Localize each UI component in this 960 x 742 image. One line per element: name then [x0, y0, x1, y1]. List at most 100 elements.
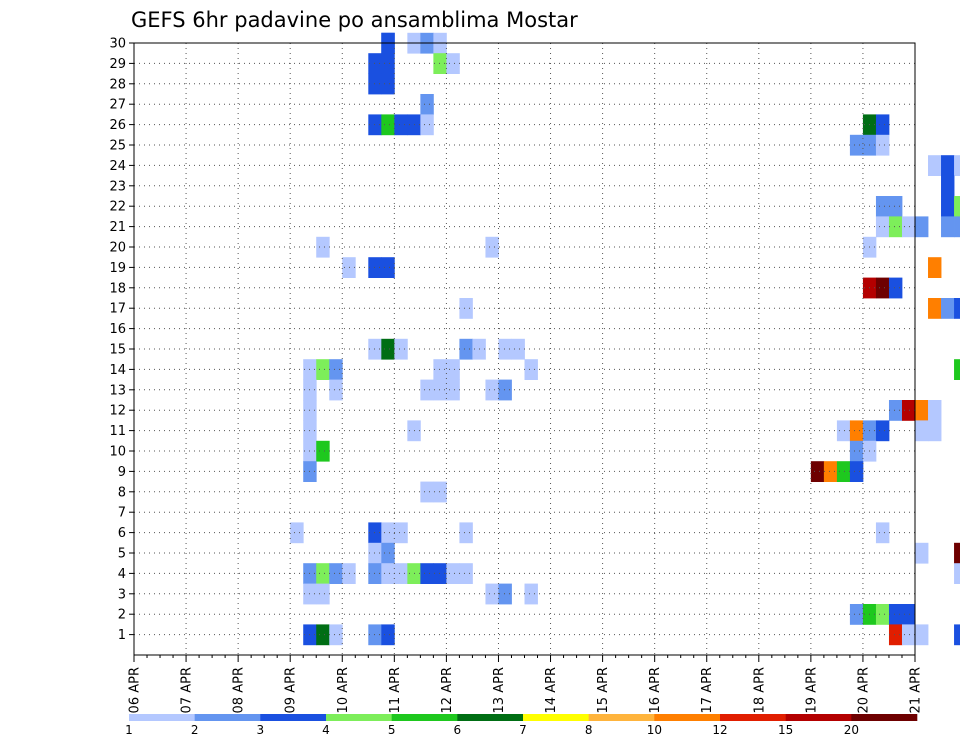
x-tick-label: 16 APR	[648, 667, 663, 713]
x-tick-label: 19 APR	[804, 667, 819, 713]
ensemble-cell	[420, 114, 434, 136]
ensemble-cell	[836, 461, 851, 482]
ensemble-cell	[849, 134, 864, 156]
ensemble-cell	[368, 73, 382, 95]
colorbar-segment	[785, 714, 852, 721]
ensemble-cell	[329, 563, 343, 584]
ensemble-cell	[368, 114, 382, 136]
y-tick-label: 13	[109, 383, 126, 398]
ensemble-cell	[875, 604, 890, 625]
colorbar-label: 12	[712, 723, 727, 737]
y-tick-label: 14	[109, 363, 126, 378]
ensemble-cell	[446, 359, 460, 380]
ensemble-cell	[928, 257, 942, 278]
colorbar-segment	[194, 714, 261, 721]
ensemble-cell	[485, 236, 499, 258]
y-tick-label: 9	[118, 465, 126, 480]
y-tick-label: 30	[109, 37, 126, 52]
y-tick-label: 26	[109, 118, 126, 133]
ensemble-cell	[316, 440, 330, 462]
y-tick-label: 20	[109, 241, 126, 256]
x-tick-label: 17 APR	[700, 667, 715, 713]
ensemble-cell	[459, 338, 473, 360]
ensemble-cell	[381, 522, 395, 544]
x-tick-label: 06 APR	[128, 667, 143, 713]
y-tick-label: 10	[109, 445, 126, 460]
ensemble-cell	[420, 94, 434, 115]
colorbar-segment	[457, 714, 524, 721]
ensemble-cell	[954, 542, 960, 564]
ensemble-cell	[888, 277, 903, 299]
ensemble-cell	[888, 604, 903, 625]
ensemble-cell	[381, 563, 395, 584]
ensemble-cell	[316, 624, 330, 646]
x-tick-label: 12 APR	[440, 667, 455, 713]
ensemble-cell	[849, 461, 864, 482]
y-tick-label: 19	[109, 261, 126, 276]
x-tick-label: 15 APR	[596, 667, 611, 713]
y-tick-label: 18	[109, 281, 126, 296]
y-tick-label: 7	[118, 506, 126, 521]
ensemble-cell	[368, 522, 382, 544]
colorbar-segment	[588, 714, 655, 721]
ensemble-cell	[342, 563, 356, 584]
ensemble-cell	[433, 563, 447, 584]
x-tick-label: 08 APR	[232, 667, 247, 713]
x-tick-label: 07 APR	[180, 667, 195, 713]
ensemble-cell	[941, 196, 955, 217]
y-tick-label: 17	[109, 302, 126, 317]
ensemble-cell	[511, 338, 525, 360]
ensemble-cell	[901, 624, 916, 646]
y-tick-label: 6	[118, 526, 126, 541]
y-tick-label: 25	[109, 139, 126, 154]
ensemble-cell	[433, 359, 447, 380]
ensemble-cell	[381, 624, 395, 646]
ensemble-cell	[368, 563, 382, 584]
y-tick-label: 1	[118, 628, 126, 643]
ensemble-cell	[381, 53, 395, 74]
ensemble-cell	[498, 379, 512, 401]
ensemble-cell	[928, 420, 942, 442]
ensemble-cell	[316, 236, 330, 258]
ensemble-cell	[498, 338, 512, 360]
ensemble-cell	[329, 379, 343, 401]
ensemble-cell	[954, 298, 960, 319]
x-tick-label: 18 APR	[752, 667, 767, 713]
ensemble-cell	[915, 400, 929, 421]
x-tick-label: 13 APR	[492, 667, 507, 713]
ensemble-cell	[875, 216, 890, 238]
colorbar-label: 8	[585, 723, 593, 737]
y-tick-label: 29	[109, 57, 126, 72]
ensemble-cell	[524, 583, 538, 605]
ensemble-cell	[888, 400, 903, 421]
ensemble-cell	[888, 216, 903, 238]
ensemble-cell	[394, 338, 408, 360]
ensemble-cell	[928, 400, 942, 421]
ensemble-cell	[941, 175, 955, 197]
ensemble-cell	[381, 73, 395, 95]
ensemble-cell	[433, 481, 447, 503]
ensemble-cell	[954, 563, 960, 584]
colorbar-label: 5	[388, 723, 396, 737]
ensemble-cell	[433, 379, 447, 401]
ensemble-cell	[888, 196, 903, 217]
x-tick-label: 09 APR	[284, 667, 299, 713]
ensemble-cell	[875, 420, 890, 442]
ensemble-cell	[420, 563, 434, 584]
ensemble-cell	[915, 624, 929, 646]
colorbar-segment	[260, 714, 327, 721]
ensemble-cell	[875, 114, 890, 136]
ensemble-cell	[381, 257, 395, 278]
colorbar-label: 10	[647, 723, 662, 737]
ensemble-cell	[941, 298, 955, 319]
ensemble-cell	[941, 155, 955, 176]
x-tick-label: 21 APR	[909, 667, 924, 713]
ensemble-cell	[954, 196, 960, 217]
y-tick-label: 28	[109, 77, 126, 92]
ensemble-cell	[446, 53, 460, 74]
ensemble-cell	[524, 359, 538, 380]
ensemble-cell	[316, 563, 330, 584]
ensemble-cell	[433, 53, 447, 74]
y-tick-label: 23	[109, 179, 126, 194]
